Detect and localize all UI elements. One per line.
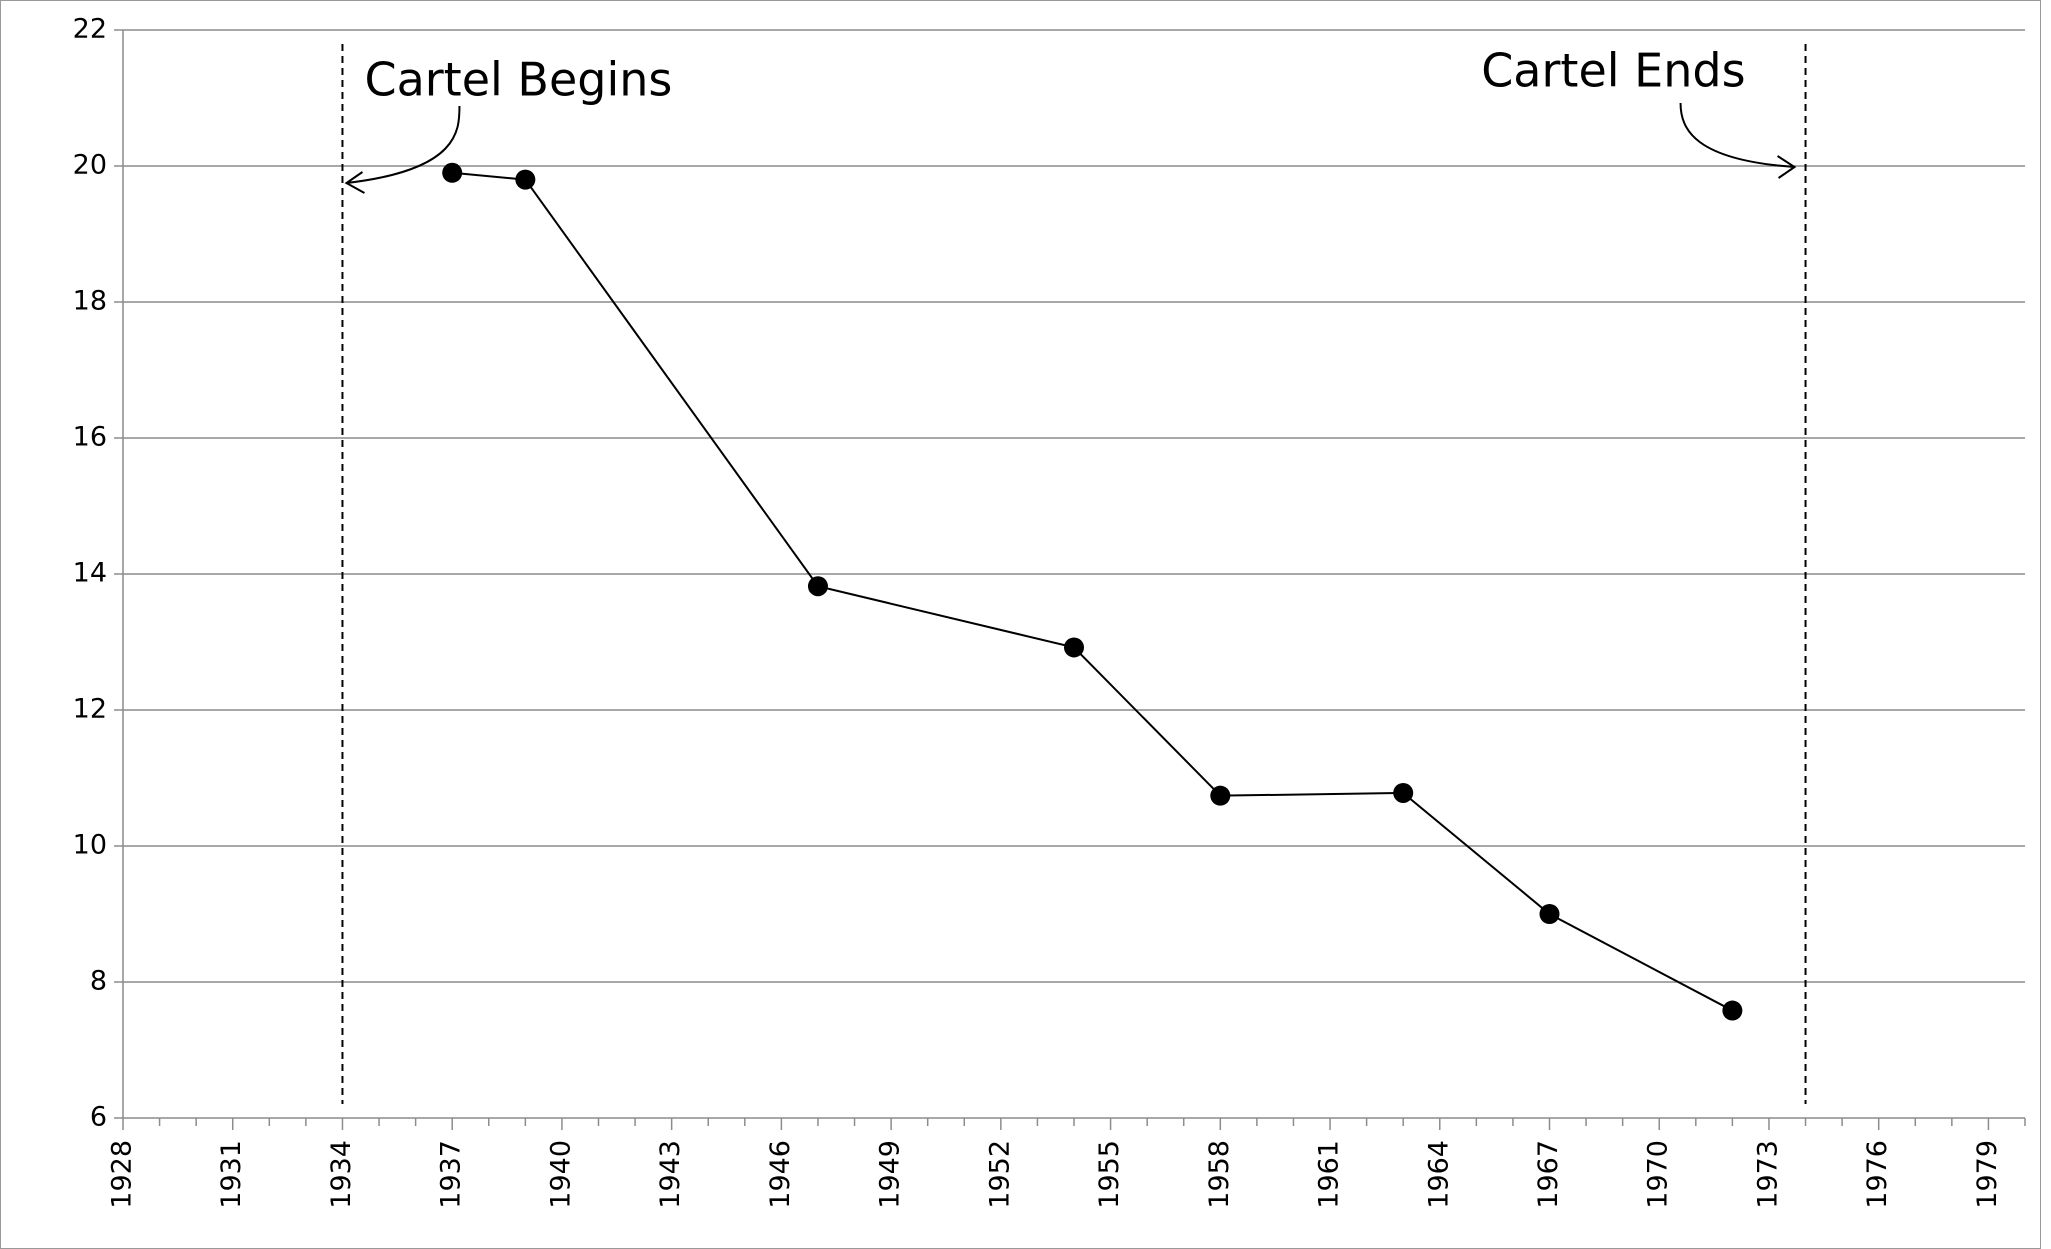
x-tick-label: 1934 — [326, 1140, 357, 1209]
point — [1539, 904, 1560, 924]
y-tick-label: 14 — [73, 558, 107, 589]
x-tick-label: 1931 — [216, 1140, 247, 1209]
x-tick-label: 1958 — [1204, 1140, 1235, 1209]
y-tick-label: 18 — [73, 286, 107, 317]
y-tick-label: 8 — [90, 966, 107, 997]
point — [1064, 637, 1084, 658]
point — [515, 169, 536, 190]
x-tick-label: 1970 — [1643, 1140, 1674, 1209]
x-tick-label: 1949 — [875, 1140, 906, 1209]
point — [1722, 1000, 1743, 1021]
x-tick-label: 1979 — [1972, 1140, 2003, 1209]
x-tick-label: 1937 — [436, 1140, 467, 1209]
x-tick-label: 1964 — [1423, 1140, 1454, 1209]
y-tick-label: 20 — [73, 150, 107, 181]
annotation: Cartel Ends — [1481, 44, 1745, 98]
annotation-arrow — [344, 105, 461, 194]
x-tick-label: 1961 — [1314, 1140, 1345, 1209]
x-tick-label: 1973 — [1752, 1140, 1783, 1209]
x-tick-label: 1967 — [1533, 1140, 1564, 1209]
x-tick-label: 1976 — [1862, 1140, 1893, 1209]
y-tick-label: 16 — [73, 422, 107, 453]
x-tick-label: 1943 — [655, 1140, 686, 1209]
x-tick-label: 1952 — [984, 1140, 1015, 1209]
point — [442, 162, 463, 183]
point — [1393, 782, 1414, 803]
series-line — [452, 171, 1733, 1012]
point — [807, 576, 828, 597]
y-tick-label: 6 — [90, 1102, 107, 1133]
x-tick-label: 1946 — [765, 1140, 796, 1209]
x-tick-label: 1940 — [545, 1140, 576, 1209]
annotation: Cartel Begins — [364, 53, 672, 107]
annotation-arrow — [1679, 102, 1797, 179]
y-tick-label: 12 — [73, 694, 107, 725]
x-tick-label: 1955 — [1094, 1140, 1125, 1209]
y-tick-label: 10 — [73, 830, 107, 861]
x-tick-label: 1928 — [107, 1140, 138, 1209]
point — [1210, 785, 1231, 806]
y-tick-label: 22 — [73, 14, 107, 45]
